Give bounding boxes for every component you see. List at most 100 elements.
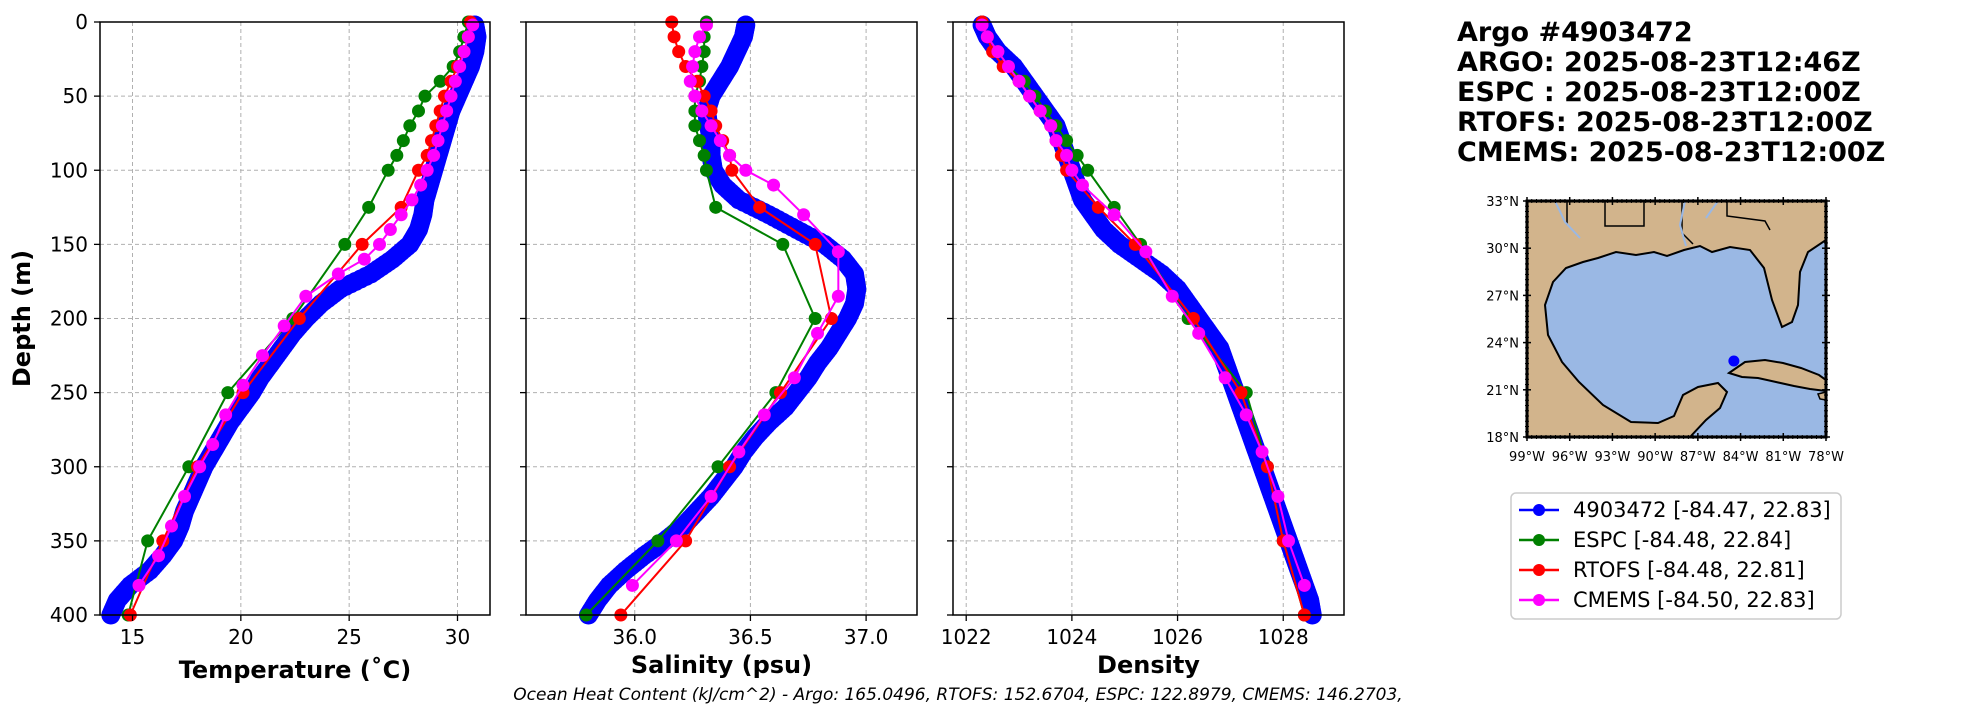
series-cmems (625, 18, 845, 592)
point-cmems (1044, 119, 1058, 133)
point-cmems (373, 237, 386, 251)
map-state-borders (1566, 201, 1771, 245)
point-rtofs (704, 104, 718, 118)
point-espc (141, 534, 155, 548)
point-espc (709, 200, 723, 214)
point-cmems (152, 549, 165, 563)
point-cmems (831, 289, 845, 303)
map-rivers (1554, 200, 1719, 247)
point-rtofs (1234, 386, 1248, 400)
legend-label-argo: 4903472 [-84.47, 22.83] (1573, 498, 1831, 522)
chart-panel-1: 15 20 25 30050100150200250300350400Temperat… (8, 10, 491, 684)
point-cmems (686, 59, 700, 73)
point-cmems (757, 408, 771, 422)
x-tick-label: 36.0 (612, 625, 657, 649)
x-tick-label: 30 (445, 625, 470, 649)
series-line-cmems (981, 24, 1306, 586)
point-cmems (1239, 408, 1253, 422)
point-cmems (206, 438, 220, 452)
point-cmems (277, 319, 291, 333)
series-argo (972, 15, 1322, 625)
point-cmems (704, 489, 718, 503)
x-tick-label: 15 (120, 625, 145, 649)
point-cmems (713, 134, 727, 148)
point-cmems (193, 460, 207, 474)
series-argo (578, 15, 867, 625)
profile-panels: 15 20 25 30050100150200250300350400Temperat… (8, 10, 1345, 684)
point-cmems (1060, 148, 1074, 162)
point-cmems (975, 18, 989, 32)
point-cmems (427, 148, 441, 162)
point-cmems (420, 163, 434, 177)
map-lon-label: 78°W (1808, 450, 1844, 465)
y-tick-label: 300 (50, 455, 88, 479)
legend-marker-cmems (1533, 594, 1545, 606)
series-line-cmems (631, 24, 840, 587)
point-cmems (1139, 245, 1153, 259)
legend-item-argo: 4903472 [-84.47, 22.83] (1519, 498, 1831, 522)
map-lon-label: 81°W (1765, 450, 1801, 465)
map-lat-label: 30°N (1486, 242, 1519, 257)
point-espc (693, 134, 707, 148)
point-cmems (1107, 208, 1121, 222)
point-cmems (1012, 74, 1026, 88)
point-espc (433, 74, 447, 88)
x-axis-title: Salinity (psu) (631, 651, 812, 679)
point-cmems (414, 178, 428, 192)
point-cmems (1297, 578, 1311, 592)
point-cmems (457, 45, 471, 59)
point-cmems (1075, 178, 1089, 192)
point-cmems (299, 289, 313, 303)
point-cmems (466, 18, 480, 32)
point-cmems (695, 104, 709, 118)
point-espc (688, 119, 702, 133)
ohc-footer: Ocean Heat Content (kJ/cm^2) - Argo: 165… (513, 685, 1402, 705)
point-cmems (980, 30, 994, 44)
x-tick-label: 1028 (1258, 625, 1309, 649)
point-cmems (132, 578, 146, 592)
legend-label-cmems: CMEMS [-84.50, 22.83] (1573, 588, 1815, 612)
point-rtofs (292, 312, 306, 325)
legend-marker-argo (1533, 504, 1545, 516)
point-cmems (811, 326, 825, 340)
legend-label-rtofs: RTOFS [-84.48, 22.81] (1573, 558, 1805, 582)
map-lon-label: 87°W (1680, 450, 1716, 465)
x-tick-label: 36.5 (728, 625, 773, 649)
point-cmems (704, 119, 718, 133)
point-cmems (165, 519, 178, 533)
point-cmems (383, 223, 397, 237)
map-ticks: 33°N 30°N 27°N 24°N 21°N 18°N 99°W 96°W 93°W 90°W… (1486, 195, 1844, 465)
point-cmems (440, 104, 454, 118)
point-espc (338, 237, 352, 251)
map-frame (1525, 199, 1828, 439)
y-tick-label: 150 (50, 232, 88, 256)
point-cmems (256, 349, 269, 363)
title-line-cmems-time: CMEMS: 2025-08-23T12:00Z (1457, 137, 1885, 168)
point-espc (697, 148, 711, 162)
point-cmems (331, 267, 345, 281)
point-cmems (357, 252, 371, 266)
point-cmems (1065, 163, 1079, 177)
x-tick-label: 25 (336, 625, 361, 649)
point-espc (808, 312, 822, 325)
point-cmems (723, 148, 737, 162)
point-espc (362, 200, 376, 214)
legend: 4903472 [-84.47, 22.83] ESPC [-84.48, 22… (1510, 492, 1842, 620)
point-rtofs (808, 237, 822, 251)
point-espc (418, 89, 432, 103)
point-cmems (448, 74, 462, 88)
point-cmems (394, 208, 408, 222)
map-lon-label: 90°W (1637, 450, 1673, 465)
series-cmems (975, 18, 1311, 592)
point-rtofs (725, 163, 739, 177)
x-tick-label: 1022 (941, 625, 992, 649)
series-cmems (132, 18, 480, 592)
map-lat-label: 33°N (1486, 195, 1519, 210)
point-cmems (732, 445, 746, 459)
point-cmems (991, 45, 1005, 59)
point-cmems (688, 45, 702, 59)
x-tick-label: 1026 (1152, 625, 1203, 649)
point-cmems (178, 489, 191, 503)
point-espc (381, 163, 395, 177)
